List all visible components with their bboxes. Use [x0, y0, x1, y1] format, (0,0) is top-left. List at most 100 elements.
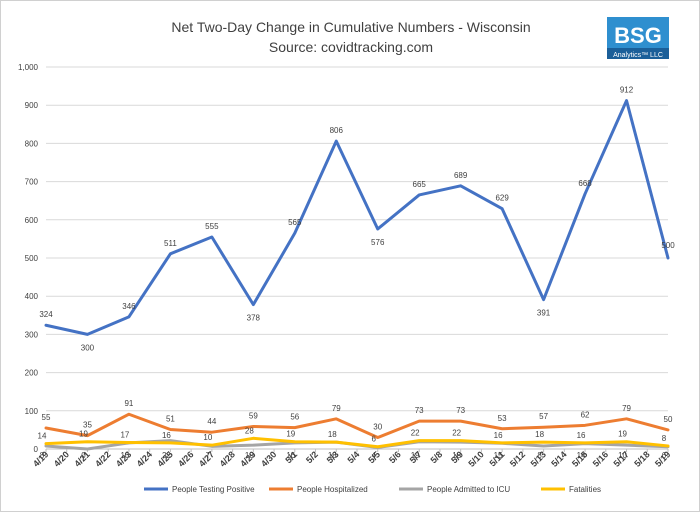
data-label: 19 — [286, 430, 295, 439]
series-lines — [44, 99, 670, 451]
data-label: 806 — [330, 126, 344, 135]
data-label: 79 — [622, 404, 631, 413]
legend: People Testing Positive People Hospitaliz… — [144, 485, 601, 494]
data-label: 79 — [332, 404, 341, 413]
data-label: 53 — [498, 414, 507, 423]
data-label: 324 — [39, 310, 53, 319]
series-line — [44, 436, 670, 449]
y-tick-label: 500 — [25, 254, 39, 263]
data-label: 391 — [537, 309, 551, 318]
data-label: 10 — [245, 451, 254, 460]
x-tick-label: 5/14 — [549, 449, 568, 468]
legend-label: Fatalities — [569, 485, 601, 494]
data-label: 22 — [411, 429, 420, 438]
data-label: 668 — [578, 179, 592, 188]
x-tick-label: 4/20 — [52, 449, 71, 468]
y-tick-label: 700 — [25, 178, 39, 187]
data-label: 19 — [79, 430, 88, 439]
data-label: 14 — [38, 432, 47, 441]
y-tick-label: 400 — [25, 292, 39, 301]
data-label: 378 — [247, 314, 261, 323]
legend-label: People Testing Positive — [172, 485, 255, 494]
x-tick-label: 5/6 — [387, 449, 403, 465]
data-label: 18 — [452, 451, 461, 460]
data-label: 16 — [162, 431, 171, 440]
y-tick-label: 0 — [34, 445, 39, 454]
data-label: 16 — [494, 431, 503, 440]
data-label: 17 — [120, 431, 129, 440]
data-label: 10 — [203, 433, 212, 442]
data-label: 565 — [288, 218, 302, 227]
gridlines — [46, 66, 668, 450]
data-label: 689 — [454, 171, 468, 180]
x-tick-label: 5/12 — [508, 449, 527, 468]
data-label: 300 — [81, 343, 95, 352]
data-label: 16 — [120, 451, 129, 460]
data-label: 57 — [539, 412, 548, 421]
x-tick-label: 5/4 — [345, 449, 361, 465]
chart-subtitle: Source: covidtracking.com — [268, 39, 434, 55]
legend-label: People Admitted to ICU — [427, 485, 510, 494]
data-label: 73 — [456, 406, 465, 415]
x-tick-label: 4/30 — [259, 449, 278, 468]
chart-title: Net Two-Day Change in Cumulative Numbers… — [171, 19, 531, 35]
x-tick-label: 5/16 — [591, 449, 610, 468]
data-label: 16 — [286, 451, 295, 460]
x-tick-label: 4/28 — [218, 449, 237, 468]
data-label: 22 — [162, 451, 171, 460]
series-line — [44, 412, 670, 440]
bsg-analytics-logo: BSG Analytics™ LLC — [607, 17, 669, 59]
data-labels: 3243003465115553785658065766656896293916… — [38, 86, 676, 460]
data-label: 22 — [452, 429, 461, 438]
data-label: 665 — [413, 180, 427, 189]
data-label: 0 — [81, 451, 86, 460]
data-label: 18 — [535, 430, 544, 439]
data-label: 576 — [371, 238, 385, 247]
data-label: 8 — [662, 434, 667, 443]
data-label: 19 — [411, 451, 420, 460]
data-label: 8 — [40, 451, 45, 460]
data-label: 6 — [372, 435, 377, 444]
data-label: 44 — [207, 417, 216, 426]
data-label: 10 — [618, 451, 627, 460]
data-label: 912 — [620, 86, 634, 95]
data-label: 56 — [290, 413, 299, 422]
data-label: 50 — [664, 415, 673, 424]
x-tick-label: 5/8 — [428, 449, 444, 465]
x-tick-label: 5/18 — [632, 449, 651, 468]
data-label: 16 — [577, 431, 586, 440]
series-line — [44, 99, 670, 336]
data-label: 629 — [495, 194, 509, 203]
data-label: 73 — [415, 406, 424, 415]
legend-label: People Hospitalized — [297, 485, 368, 494]
data-label: 8 — [537, 451, 542, 460]
data-label: 555 — [205, 222, 219, 231]
y-axis-ticks: 0 100 200 300 400 500 600 700 800 900 1,000 — [18, 63, 39, 454]
data-label: 51 — [166, 415, 175, 424]
data-label: 19 — [618, 430, 627, 439]
data-label: 55 — [42, 413, 51, 422]
data-label: 4 — [372, 451, 377, 460]
y-tick-label: 1,000 — [18, 63, 39, 72]
data-label: 18 — [328, 451, 337, 460]
y-tick-label: 900 — [25, 101, 39, 110]
x-tick-label: 4/22 — [93, 449, 112, 468]
x-tick-label: 5/10 — [466, 449, 485, 468]
data-label: 59 — [249, 411, 258, 420]
y-tick-label: 100 — [25, 407, 39, 416]
data-label: 15 — [494, 451, 503, 460]
data-label: 500 — [661, 241, 675, 250]
x-tick-label: 4/26 — [176, 449, 195, 468]
y-tick-label: 200 — [25, 369, 39, 378]
data-label: 6 — [662, 451, 667, 460]
data-label: 18 — [328, 430, 337, 439]
y-tick-label: 300 — [25, 330, 39, 339]
y-tick-label: 800 — [25, 139, 39, 148]
data-label: 14 — [577, 451, 586, 460]
x-tick-label: 5/2 — [304, 449, 320, 465]
data-label: 511 — [164, 239, 177, 248]
logo-letters: BSG — [614, 23, 662, 48]
data-label: 62 — [581, 410, 590, 419]
